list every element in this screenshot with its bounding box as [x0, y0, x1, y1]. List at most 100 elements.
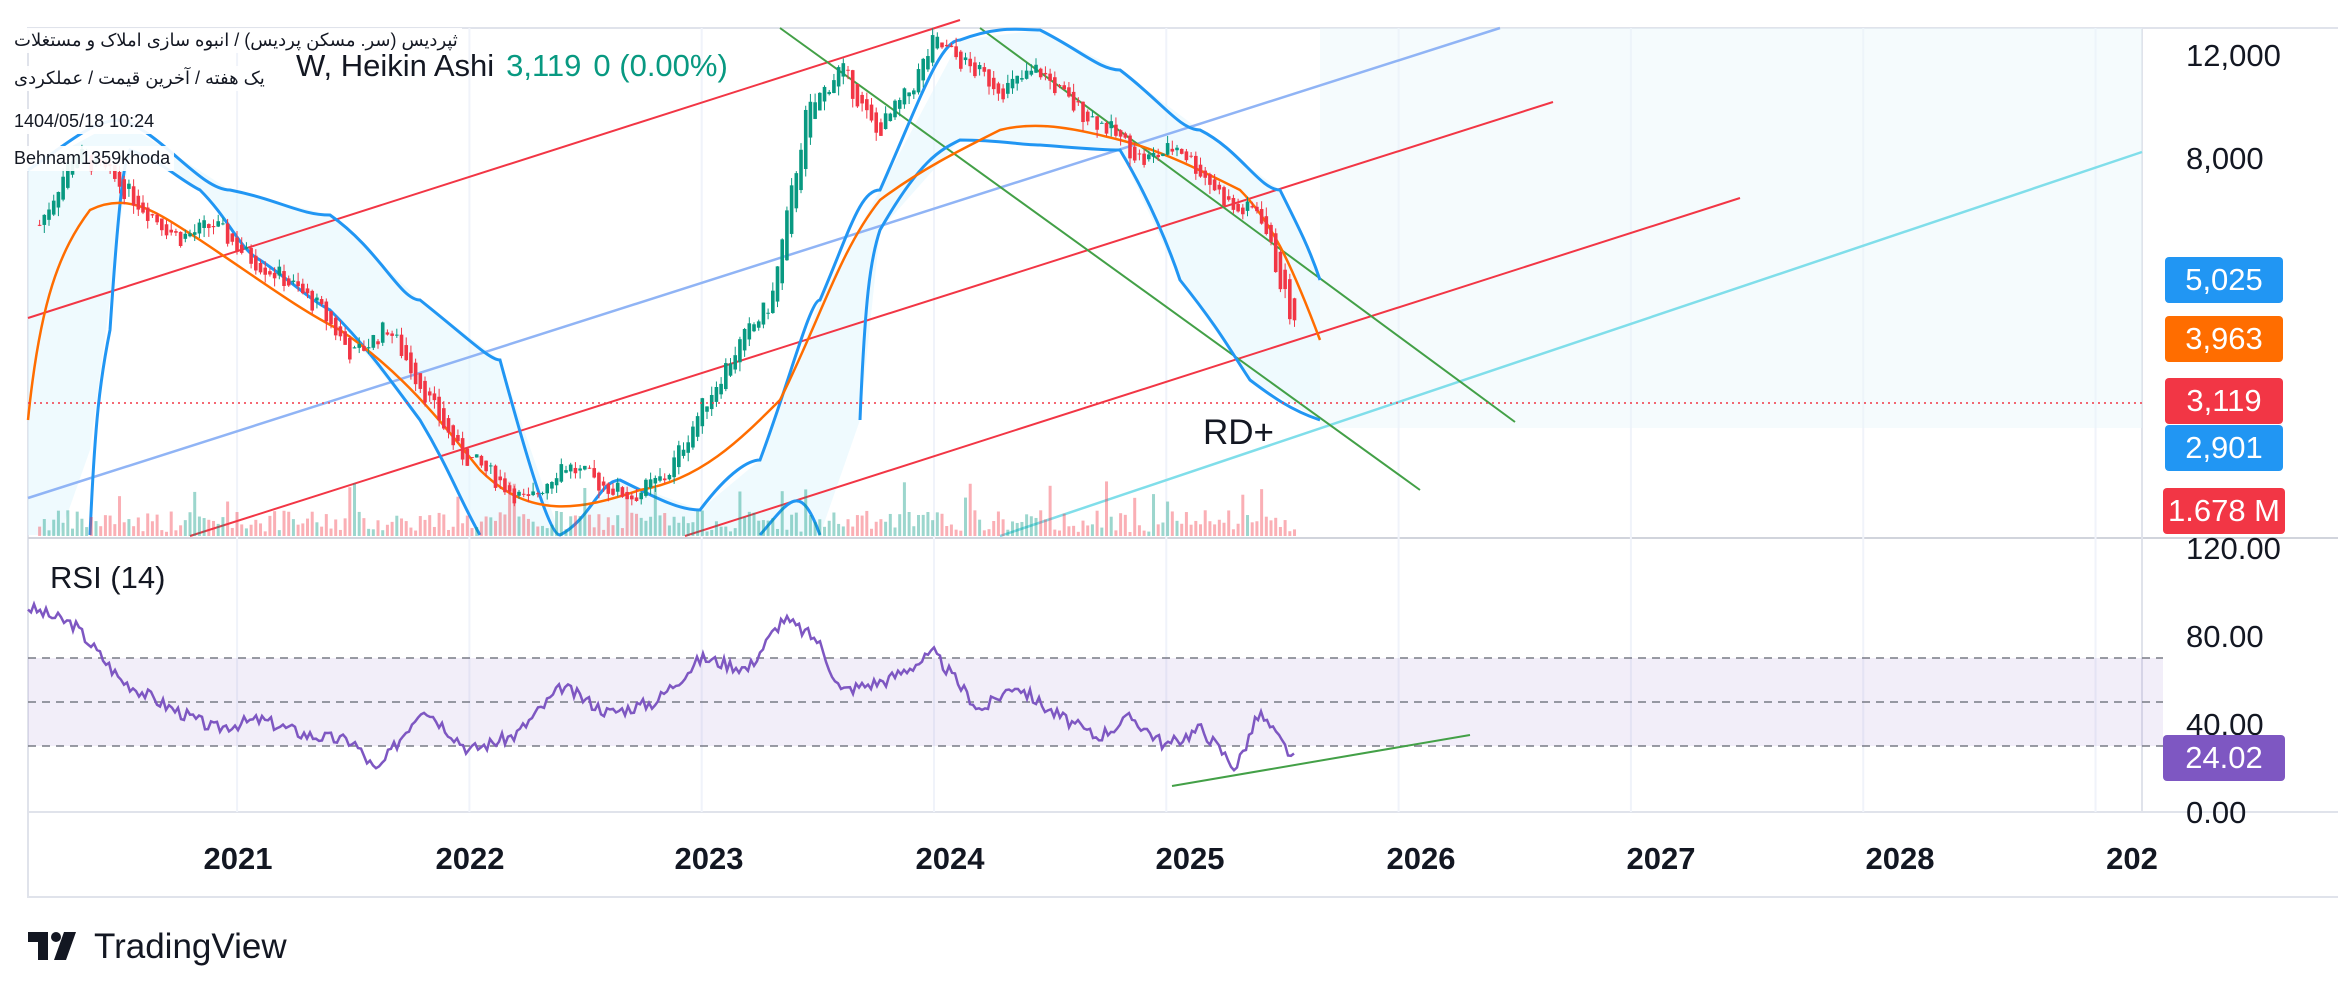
candle — [733, 355, 738, 370]
candle — [1264, 216, 1269, 235]
tradingview-brand[interactable]: TradingView — [28, 925, 287, 969]
volume-bar — [103, 515, 107, 536]
volume-bar — [837, 523, 841, 536]
candle — [799, 149, 803, 191]
candle — [113, 165, 117, 179]
volume-bar — [484, 516, 488, 536]
volume-bar — [179, 525, 183, 536]
volume-bar — [902, 482, 906, 536]
volume-bar — [437, 512, 441, 536]
volume-bar — [348, 487, 352, 536]
candle — [282, 271, 286, 286]
candle — [183, 233, 188, 239]
volume-bar — [512, 483, 516, 536]
candle — [155, 214, 159, 223]
volume-bar — [630, 512, 634, 536]
candle — [493, 465, 498, 488]
volume-bar — [1090, 524, 1094, 536]
volume-bar — [1189, 524, 1193, 536]
symbol-legend[interactable]: W, Heikin Ashi 3,119 0 (0.00%) — [296, 48, 728, 84]
volume-bar — [658, 515, 662, 536]
volume-bar — [1001, 519, 1005, 536]
candle — [1151, 152, 1156, 157]
volume-bar — [588, 514, 592, 536]
volume-bar — [315, 522, 319, 536]
candle — [818, 92, 822, 111]
candle — [554, 478, 559, 486]
candle — [761, 302, 766, 325]
candle — [395, 334, 399, 336]
candle — [1057, 85, 1062, 87]
candle — [1024, 70, 1029, 79]
candle — [42, 214, 47, 225]
volume-bar — [212, 520, 216, 536]
volume-bar — [691, 522, 695, 536]
rsi-title[interactable]: RSI (14) — [50, 560, 166, 595]
candle — [1048, 73, 1052, 81]
volume-bar — [1184, 512, 1188, 536]
volume-bar — [620, 528, 624, 536]
candle — [954, 46, 958, 58]
candle — [681, 449, 686, 456]
volume-bar — [846, 519, 850, 536]
volume-bar — [38, 526, 42, 536]
volume-bar — [381, 530, 385, 536]
candle — [1015, 75, 1020, 84]
volume-bar — [301, 523, 305, 536]
volume-bar — [442, 514, 446, 536]
volume-bar — [353, 483, 357, 536]
volume-bar — [277, 530, 281, 536]
volume-bar — [390, 521, 394, 536]
candle — [1189, 155, 1193, 157]
author: Behnam1359khoda — [10, 146, 175, 171]
volume-bar — [310, 511, 314, 536]
volume-bar — [1006, 529, 1010, 536]
volume-bar — [334, 519, 338, 536]
volume-bar — [1039, 510, 1043, 536]
candle — [686, 442, 691, 453]
candle — [1288, 279, 1292, 320]
volume-bar — [282, 510, 286, 536]
brand-name: TradingView — [94, 927, 287, 966]
volume-bar — [761, 520, 765, 536]
volume-bar — [1109, 516, 1113, 536]
candle — [794, 173, 799, 209]
volume-bar — [992, 521, 996, 536]
volume-bar — [1100, 527, 1104, 536]
channel-line-upper — [27, 19, 961, 319]
volume-bar — [705, 531, 709, 536]
candle — [1156, 154, 1161, 158]
candle — [503, 478, 507, 493]
volume-bar — [1213, 524, 1217, 536]
candle — [286, 278, 291, 286]
rsi-line — [27, 600, 1295, 772]
candle — [1212, 179, 1217, 191]
candle — [315, 297, 319, 301]
bollinger-upper — [27, 27, 1322, 537]
candle — [1029, 70, 1034, 75]
volume-bar — [874, 521, 878, 536]
volume-bar — [747, 511, 751, 536]
time-tick-2023: 2023 — [674, 841, 744, 876]
candle — [376, 341, 380, 345]
candle — [1208, 174, 1212, 185]
time-tick-2024: 2024 — [915, 841, 985, 876]
volume-bar — [1269, 520, 1273, 536]
volume-bar — [696, 511, 700, 536]
volume-bar — [296, 524, 300, 536]
volume-bar — [1250, 522, 1254, 536]
volume-bar — [555, 511, 559, 536]
volume-bar — [682, 516, 686, 536]
candle — [907, 92, 911, 97]
candle — [531, 491, 535, 496]
candle — [1255, 206, 1259, 212]
candle — [756, 321, 761, 328]
volume-bar — [1015, 522, 1019, 536]
volume-bar — [884, 521, 888, 536]
candle — [1038, 68, 1043, 78]
volume-bar — [559, 511, 563, 536]
volume-bar — [99, 526, 103, 536]
volume-bar — [564, 529, 568, 536]
candle — [380, 322, 385, 343]
